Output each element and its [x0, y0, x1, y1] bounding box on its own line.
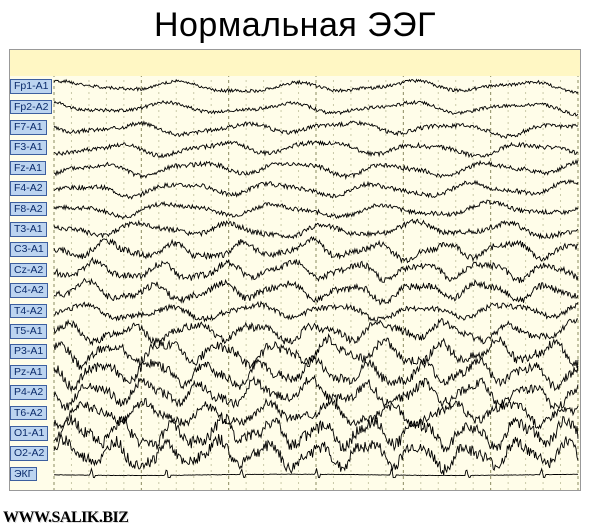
channel-label: T3-A1: [10, 222, 47, 237]
eeg-trace: [54, 160, 578, 178]
channel-label: C4-A2: [10, 283, 48, 298]
channel-label: T6-A2: [10, 406, 47, 421]
chart-top-band: [10, 50, 580, 76]
channel-label: Cz-A2: [10, 263, 47, 278]
channel-label: Fz-A1: [10, 161, 46, 176]
eeg-svg: [10, 50, 580, 490]
channel-label: Fp2-A2: [10, 100, 52, 115]
channel-label: Pz-A1: [10, 365, 47, 380]
eeg-trace: [54, 101, 578, 116]
channel-label: F8-A2: [10, 202, 47, 217]
channel-label: F7-A1: [10, 120, 47, 135]
eeg-trace: [54, 219, 578, 238]
page-title: Нормальная ЭЭГ: [0, 0, 590, 49]
eeg-chart: Fp1-A1 Fp2-A2 F7-A1 F3-A1 Fz-A1 F4-A2 F8-A2 T3-…: [9, 49, 581, 491]
channel-label: F4-A2: [10, 181, 47, 196]
channel-label: C3-A1: [10, 242, 48, 257]
channel-label: P4-A2: [10, 385, 47, 400]
channel-label: P3-A1: [10, 344, 47, 359]
channel-label: Fp1-A1: [10, 79, 52, 94]
eeg-trace: [54, 141, 578, 158]
channel-label: F3-A1: [10, 140, 47, 155]
channel-label: T4-A2: [10, 304, 47, 319]
channel-label: O2-A2: [10, 446, 48, 461]
channel-label: T5-A1: [10, 324, 47, 339]
channel-label: ЭКГ: [10, 467, 37, 482]
channel-label: O1-A1: [10, 426, 48, 441]
watermark-text: WWW.SALIK.BIZ: [3, 509, 128, 527]
